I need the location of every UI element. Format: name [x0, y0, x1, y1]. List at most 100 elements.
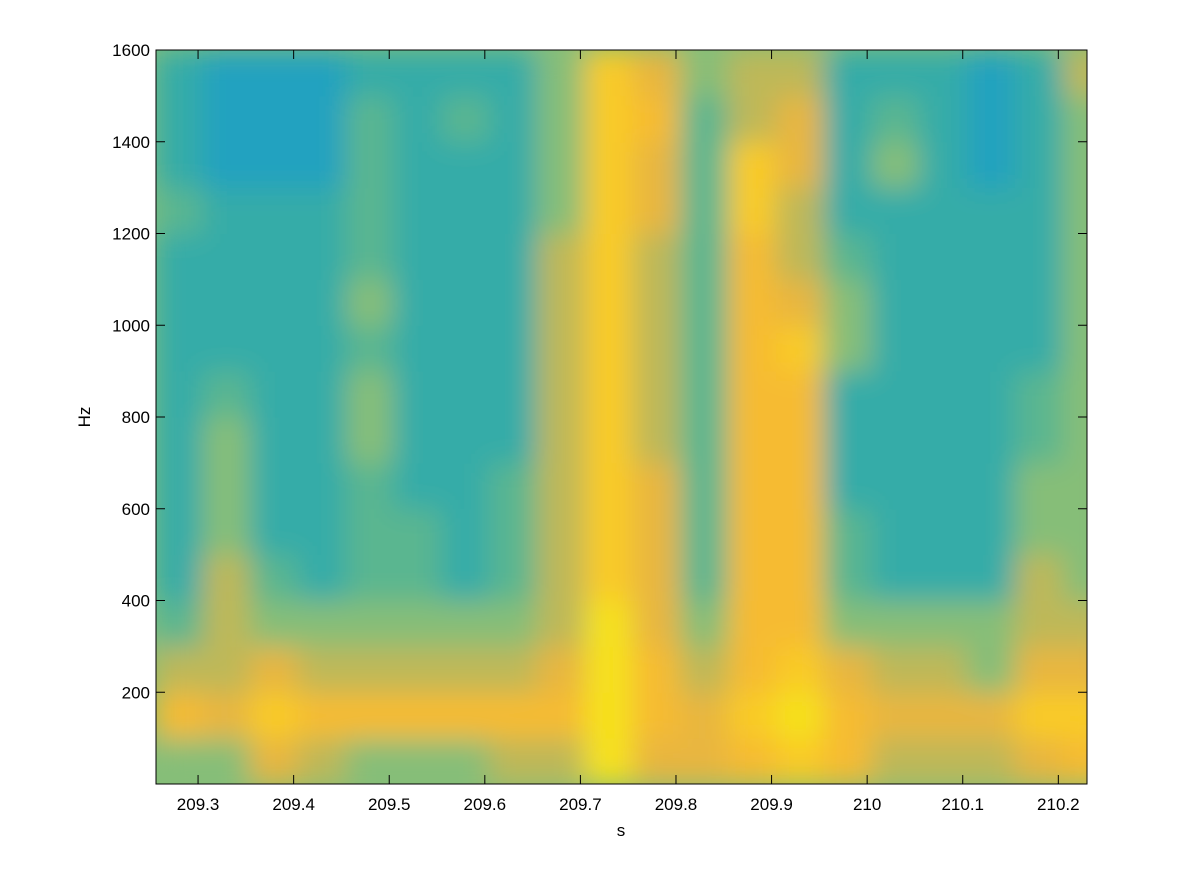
x-tick-label: 209.5 [368, 795, 411, 814]
heatmap-cell [156, 416, 204, 464]
heatmap-cell [250, 50, 299, 97]
heatmap-cell [584, 462, 634, 510]
heatmap-cell [1014, 187, 1064, 234]
heatmap-cell [823, 278, 873, 326]
heatmap-cell [297, 233, 347, 280]
heatmap-cell [823, 600, 873, 647]
heatmap-cell [871, 324, 921, 372]
heatmap-cell [967, 737, 1016, 784]
heatmap-cell [441, 416, 491, 464]
heatmap-cell [202, 141, 252, 189]
heatmap-cell [584, 141, 634, 189]
heatmap-cell [156, 645, 204, 693]
heatmap-cell [156, 462, 204, 510]
heatmap-cell [967, 416, 1016, 464]
heatmap-cell [919, 95, 969, 143]
heatmap-cell [967, 233, 1016, 280]
x-tick-label: 210.1 [941, 795, 984, 814]
heatmap-cell [202, 370, 252, 418]
heatmap-cell [1062, 95, 1087, 143]
heatmap-cell [1014, 370, 1064, 418]
heatmap-cell [489, 691, 538, 739]
heatmap-cell [871, 416, 921, 464]
heatmap-cell [441, 233, 491, 280]
heatmap-cell [680, 416, 730, 464]
heatmap-cell [871, 691, 921, 739]
heatmap-cell [202, 278, 252, 326]
heatmap-cell [728, 554, 777, 601]
heatmap-cell [297, 508, 347, 556]
heatmap-cell [1014, 691, 1064, 739]
heatmap-cell [823, 324, 873, 372]
heatmap-cell [728, 600, 777, 647]
heatmap-cell [250, 737, 299, 784]
heatmap-cell [297, 462, 347, 510]
heatmap-cell [156, 95, 204, 143]
heatmap-cell [871, 233, 921, 280]
heatmap-cell [967, 370, 1016, 418]
x-tick-label: 209.6 [464, 795, 507, 814]
heatmap-cell [728, 691, 777, 739]
heatmap-cell [1062, 508, 1087, 556]
heatmap-cell [919, 600, 969, 647]
heatmap-cell [536, 233, 586, 280]
heatmap-cell [1062, 233, 1087, 280]
heatmap-cell [728, 645, 777, 693]
heatmap-cell [680, 691, 730, 739]
heatmap-cell [202, 233, 252, 280]
heatmap-cell [1014, 554, 1064, 601]
heatmap-cell [489, 324, 538, 372]
heatmap-cell [919, 324, 969, 372]
heatmap-cell [967, 278, 1016, 326]
heatmap-cell [345, 600, 395, 647]
heatmap-cell [823, 462, 873, 510]
heatmap-cell [1062, 737, 1087, 784]
heatmap-cell [489, 508, 538, 556]
heatmap-cell [584, 370, 634, 418]
heatmap-cell [632, 187, 682, 234]
heatmap-cell [680, 508, 730, 556]
heatmap-cell [680, 95, 730, 143]
heatmap-cell [871, 554, 921, 601]
heatmap-cell [871, 737, 921, 784]
heatmap-cell [1062, 370, 1087, 418]
heatmap-cell [393, 95, 443, 143]
heatmap-cell [871, 645, 921, 693]
heatmap-cell [202, 462, 252, 510]
x-tick-label: 209.7 [559, 795, 602, 814]
heatmap-cell [156, 278, 204, 326]
heatmap-cell [202, 508, 252, 556]
heatmap-cell [919, 187, 969, 234]
heatmap-cell [345, 645, 395, 693]
heatmap-cell [871, 95, 921, 143]
heatmap-cell [345, 141, 395, 189]
heatmap-cell [345, 462, 395, 510]
heatmap-cell [250, 233, 299, 280]
heatmap-cell [680, 233, 730, 280]
heatmap-cell [441, 324, 491, 372]
heatmap-cell [345, 554, 395, 601]
heatmap-cell [489, 95, 538, 143]
heatmap-cell [775, 141, 825, 189]
heatmap-cell [393, 600, 443, 647]
heatmap-cell [393, 462, 443, 510]
heatmap-cell [297, 141, 347, 189]
heatmap-cell [297, 416, 347, 464]
heatmap-cell [775, 324, 825, 372]
heatmap-cell [156, 691, 204, 739]
heatmap-cell [632, 645, 682, 693]
heatmap-cell [584, 187, 634, 234]
heatmap-cell [441, 141, 491, 189]
heatmap-cell [680, 645, 730, 693]
heatmap-cell [441, 737, 491, 784]
heatmap-cell [1014, 462, 1064, 510]
heatmap-cell [632, 554, 682, 601]
heatmap-cell [250, 462, 299, 510]
heatmap-cell [1014, 416, 1064, 464]
heatmap-cell [775, 187, 825, 234]
heatmap-cell [297, 370, 347, 418]
heatmap-cell [441, 187, 491, 234]
heatmap-cell [1014, 50, 1064, 97]
y-tick-label: 600 [122, 500, 150, 519]
heatmap-cell [728, 187, 777, 234]
